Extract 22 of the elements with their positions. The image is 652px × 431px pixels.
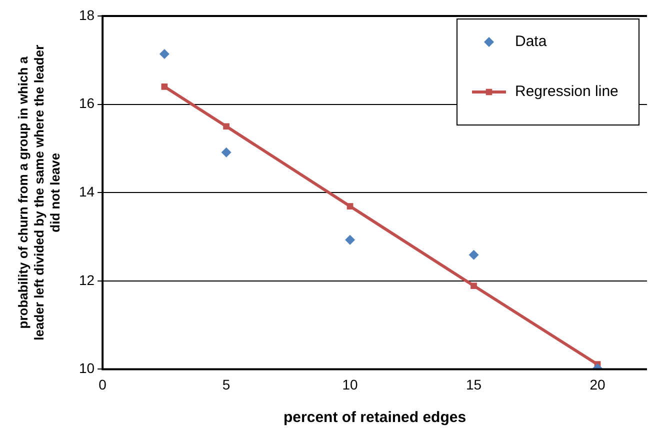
y-axis-title: probability of churn from a group in which a leader left divided by the same where the leader did not leave [16,44,63,340]
legend-label: Data [515,33,548,50]
point [468,250,479,260]
y-tick-label: 10 [78,360,95,376]
point [221,147,232,158]
x-tick-label: 0 [98,376,107,392]
x-tick-label: 15 [466,376,482,392]
x-tick-label: 10 [342,376,358,392]
point [345,234,356,245]
legend-label: Regression line [515,83,618,100]
x-axis-title: percent of retained edges [284,409,466,426]
point [346,203,354,210]
point [223,123,230,130]
x-tick-label: 5 [222,376,230,392]
point [470,282,477,289]
point [161,83,168,90]
y-tick-label: 14 [78,183,95,200]
x-tick-label: 20 [590,376,606,392]
y-tick-label: 12 [78,272,95,288]
y-tick-label: 18 [78,6,95,23]
y-tick-label: 16 [78,95,95,112]
point [159,48,170,59]
